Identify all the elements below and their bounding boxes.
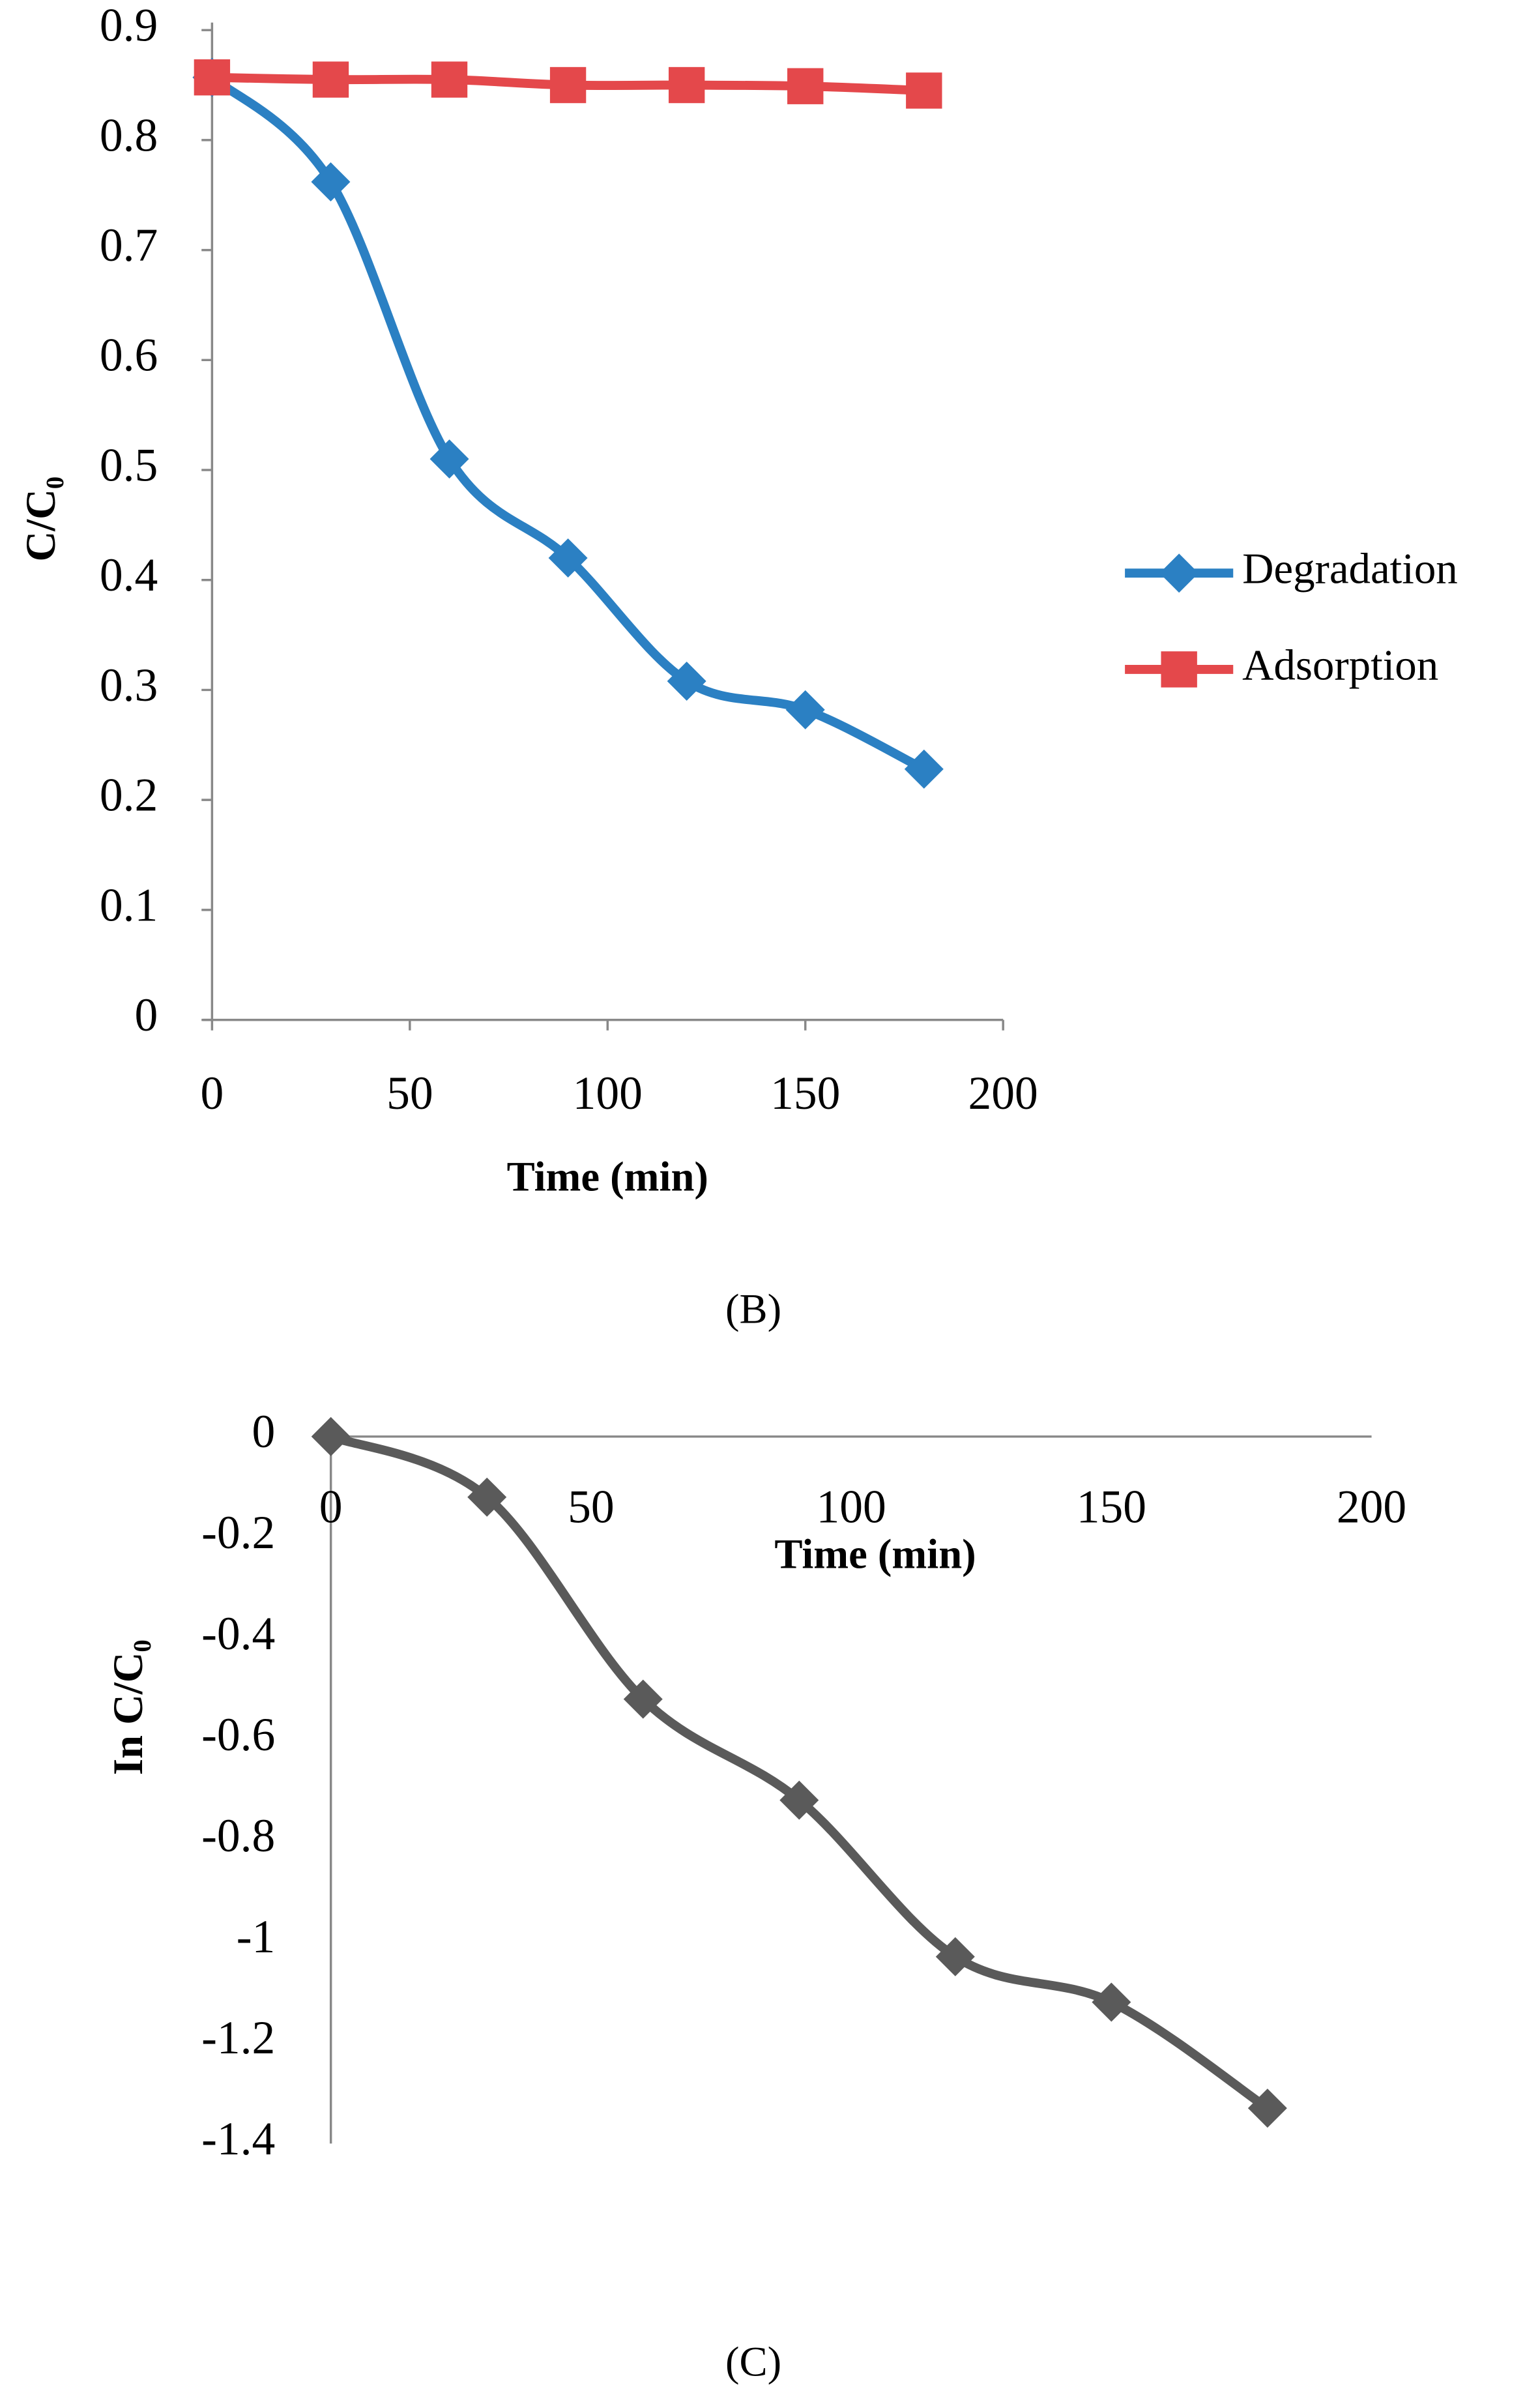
y-tick-label: 0.3 <box>100 660 158 711</box>
y-tick-label: 0 <box>135 990 158 1041</box>
data-point <box>312 61 349 98</box>
x-tick-label: 100 <box>573 1068 643 1119</box>
y-axis-title: In C/C₀ <box>104 1639 151 1775</box>
y-tick-label: 0.8 <box>100 110 158 161</box>
data-point <box>935 1937 975 1976</box>
y-tick-label: -1 <box>237 1911 276 1963</box>
y-tick-label: -0.6 <box>201 1709 275 1761</box>
caption: (B) <box>725 1285 781 1332</box>
data-point <box>429 439 469 479</box>
x-tick-label: 100 <box>816 1482 886 1533</box>
y-tick-label: -0.2 <box>201 1507 275 1559</box>
y-tick-label: 0.2 <box>100 770 158 821</box>
data-point <box>785 690 825 729</box>
data-point <box>779 1780 819 1820</box>
data-point <box>548 538 588 578</box>
data-point <box>906 72 942 109</box>
y-axis-title: C/C₀ <box>17 477 64 562</box>
y-tick-label: -1.2 <box>201 2012 275 2064</box>
x-tick-label: 200 <box>1337 1482 1406 1533</box>
x-tick-label: 150 <box>1077 1482 1146 1533</box>
data-point <box>1092 1982 1131 2022</box>
data-point <box>549 66 587 104</box>
data-point <box>668 66 705 104</box>
y-tick-label: 0.6 <box>100 330 158 381</box>
y-tick-label: 0.5 <box>100 439 158 491</box>
y-tick-label: 0.7 <box>100 220 158 271</box>
data-point <box>667 661 706 701</box>
x-tick-label: 200 <box>968 1068 1038 1119</box>
legend-label: Degradation <box>1242 545 1458 593</box>
legend-marker <box>1159 553 1199 593</box>
x-axis-title: Time (min) <box>774 1531 976 1578</box>
y-tick-label: 0.4 <box>100 550 158 601</box>
y-tick-label: 0.1 <box>100 879 158 931</box>
x-tick-label: 150 <box>770 1068 840 1119</box>
data-point <box>194 59 231 96</box>
legend-label: Adsorption <box>1242 641 1438 689</box>
data-point <box>431 61 468 98</box>
x-tick-label: 50 <box>568 1482 615 1533</box>
data-point <box>311 1416 351 1456</box>
data-point <box>1247 2089 1287 2128</box>
data-point <box>623 1679 663 1719</box>
data-point <box>787 68 824 104</box>
y-tick-label: 0.9 <box>100 0 158 51</box>
y-tick-label: 0 <box>252 1406 276 1458</box>
x-tick-label: 0 <box>319 1482 343 1533</box>
x-tick-label: 0 <box>200 1068 224 1119</box>
data-point <box>467 1477 507 1517</box>
data-point <box>904 749 944 789</box>
legend-marker <box>1161 651 1197 688</box>
y-tick-label: -0.8 <box>201 1810 275 1862</box>
caption: (C) <box>725 2338 781 2386</box>
x-axis-title: Time (min) <box>507 1152 708 1200</box>
y-tick-label: -0.4 <box>201 1608 275 1660</box>
y-tick-label: -1.4 <box>201 2113 275 2165</box>
x-tick-label: 50 <box>386 1068 433 1119</box>
